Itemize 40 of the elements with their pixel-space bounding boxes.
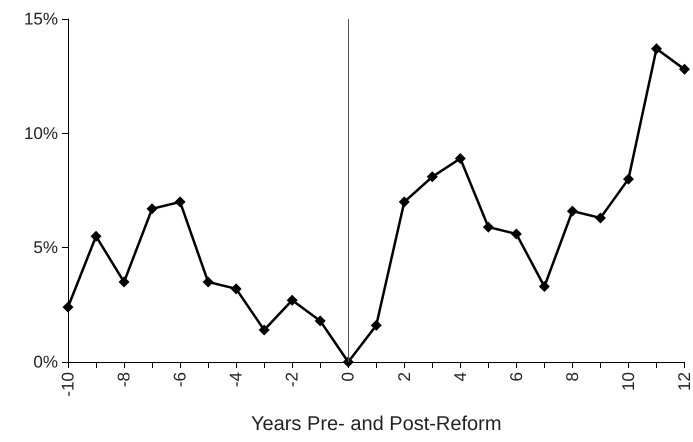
point <box>482 222 494 233</box>
x-tick-label: 2 <box>394 372 414 382</box>
x-tick-label: -6 <box>170 372 190 388</box>
point <box>174 196 186 208</box>
point <box>398 196 410 208</box>
point <box>538 281 550 292</box>
y-tick-label: 5% <box>33 238 58 258</box>
y-tick-label: 10% <box>24 124 58 143</box>
x-tick-label: 6 <box>506 372 526 382</box>
x-tick-label: -4 <box>226 372 246 388</box>
point <box>146 203 158 214</box>
point <box>230 283 242 294</box>
x-tick-label: 12 <box>675 372 693 391</box>
point <box>90 230 102 242</box>
x-tick-label: -10 <box>58 372 78 397</box>
x-tick-label: 8 <box>562 372 582 382</box>
point <box>370 320 382 331</box>
point <box>510 228 522 240</box>
point <box>314 315 326 326</box>
point <box>258 324 270 336</box>
point <box>566 206 578 217</box>
point <box>594 212 606 224</box>
x-tick-label: 4 <box>450 372 470 382</box>
point <box>342 356 354 368</box>
x-tick-label: 10 <box>618 372 638 391</box>
x-tick-label: -2 <box>282 372 302 388</box>
point <box>679 64 690 75</box>
point <box>202 276 214 288</box>
point <box>454 152 466 164</box>
point <box>426 171 438 182</box>
x-axis-title: Years Pre- and Post-Reform <box>251 413 502 435</box>
point <box>286 294 298 306</box>
y-tick-label: 15% <box>24 10 58 28</box>
point <box>62 302 74 313</box>
x-tick-label: -8 <box>114 372 134 388</box>
x-tick-label: 0 <box>338 372 358 382</box>
point <box>118 276 130 288</box>
point <box>622 174 634 185</box>
y-tick-label: 0% <box>33 352 58 372</box>
point <box>650 43 662 54</box>
